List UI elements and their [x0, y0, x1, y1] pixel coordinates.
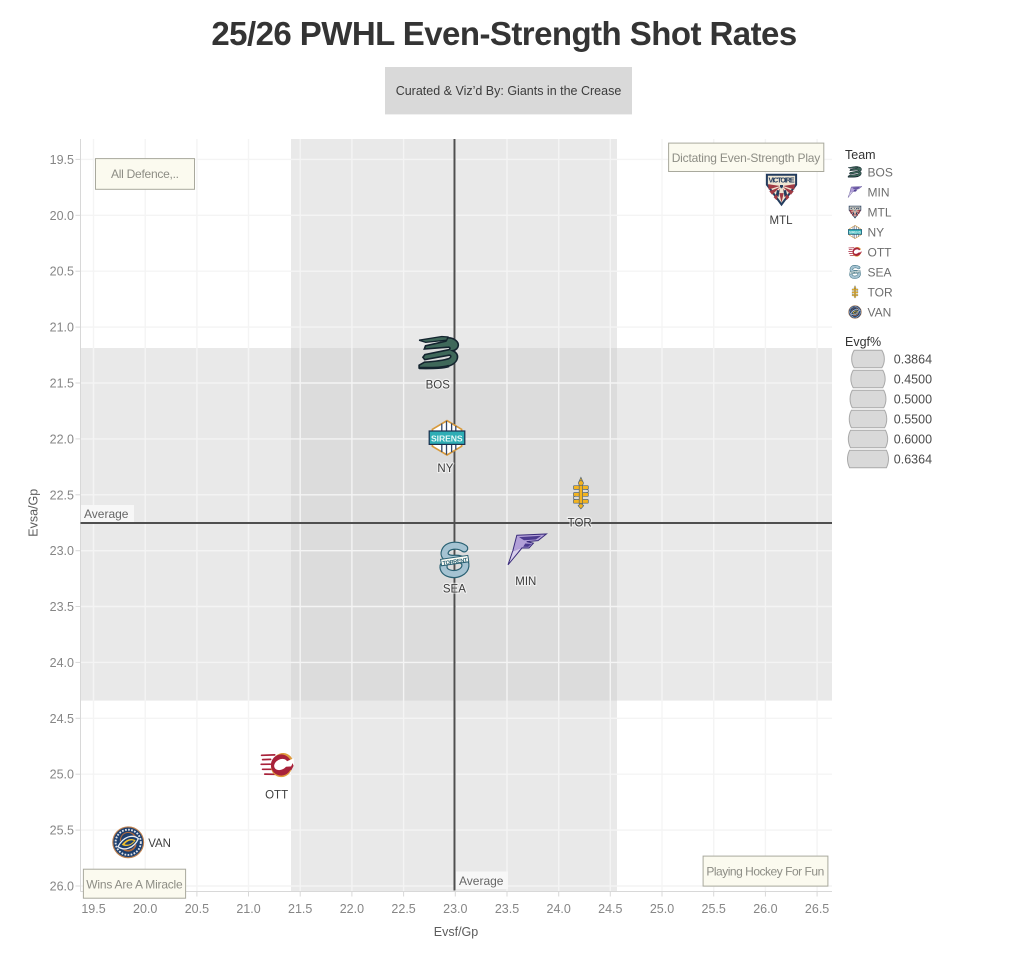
- svg-text:22.0: 22.0: [340, 902, 364, 916]
- svg-text:OTT: OTT: [868, 246, 893, 260]
- svg-text:21.5: 21.5: [288, 902, 312, 916]
- svg-text:Evsf/Gp: Evsf/Gp: [434, 925, 479, 939]
- svg-text:25.0: 25.0: [650, 902, 674, 916]
- svg-text:20.5: 20.5: [50, 265, 74, 279]
- svg-text:BOS: BOS: [426, 380, 451, 392]
- svg-text:21.0: 21.0: [236, 902, 260, 916]
- svg-text:Evgf%: Evgf%: [845, 335, 881, 349]
- svg-text:25.5: 25.5: [50, 824, 74, 838]
- svg-text:Average: Average: [459, 874, 504, 888]
- svg-text:22.5: 22.5: [50, 488, 74, 502]
- svg-text:MIN: MIN: [515, 576, 536, 588]
- svg-text:24.0: 24.0: [547, 902, 571, 916]
- svg-text:21.0: 21.0: [50, 321, 74, 335]
- svg-text:Evsa/Gp: Evsa/Gp: [27, 489, 41, 537]
- svg-text:All Defence,..: All Defence,..: [111, 167, 179, 181]
- svg-text:Dictating Even-Strength Play: Dictating Even-Strength Play: [672, 151, 821, 165]
- svg-text:25.5: 25.5: [702, 902, 726, 916]
- svg-text:Average: Average: [84, 507, 129, 521]
- svg-text:SEA: SEA: [443, 584, 466, 596]
- svg-text:24.5: 24.5: [50, 712, 74, 726]
- svg-text:OTT: OTT: [265, 790, 288, 802]
- svg-text:21.5: 21.5: [50, 377, 74, 391]
- svg-text:20.0: 20.0: [50, 209, 74, 223]
- svg-text:19.5: 19.5: [81, 902, 105, 916]
- svg-text:NY: NY: [868, 226, 885, 240]
- svg-text:25.0: 25.0: [50, 768, 74, 782]
- svg-text:0.5000: 0.5000: [894, 393, 932, 407]
- svg-text:0.3864: 0.3864: [894, 353, 932, 367]
- svg-text:NY: NY: [437, 463, 453, 475]
- svg-text:26.5: 26.5: [805, 902, 829, 916]
- svg-text:26.0: 26.0: [50, 880, 74, 894]
- svg-text:MTL: MTL: [770, 215, 794, 227]
- svg-text:26.0: 26.0: [753, 902, 777, 916]
- svg-text:TOR: TOR: [868, 286, 893, 300]
- svg-text:VAN: VAN: [868, 306, 892, 320]
- svg-text:24.5: 24.5: [598, 902, 622, 916]
- svg-text:24.0: 24.0: [50, 656, 74, 670]
- svg-text:TOR: TOR: [568, 518, 592, 530]
- svg-text:19.5: 19.5: [50, 153, 74, 167]
- svg-text:BOS: BOS: [868, 166, 893, 180]
- svg-text:0.6364: 0.6364: [894, 453, 932, 467]
- svg-text:23.5: 23.5: [495, 902, 519, 916]
- svg-text:23.0: 23.0: [443, 902, 467, 916]
- svg-text:MTL: MTL: [868, 206, 892, 220]
- svg-text:MIN: MIN: [868, 186, 890, 200]
- svg-text:Team: Team: [845, 148, 876, 162]
- svg-text:23.5: 23.5: [50, 600, 74, 614]
- svg-text:22.0: 22.0: [50, 432, 74, 446]
- svg-text:0.6000: 0.6000: [894, 433, 932, 447]
- svg-text:Playing Hockey For Fun: Playing Hockey For Fun: [706, 865, 824, 879]
- svg-text:25/26 PWHL Even-Strength Shot: 25/26 PWHL Even-Strength Shot Rates: [211, 15, 796, 52]
- svg-text:0.4500: 0.4500: [894, 373, 932, 387]
- svg-text:22.5: 22.5: [391, 902, 415, 916]
- svg-text:Curated & Viz’d By: Giants in: Curated & Viz’d By: Giants in the Crease: [396, 84, 622, 98]
- svg-text:0.5500: 0.5500: [894, 413, 932, 427]
- svg-text:SEA: SEA: [868, 266, 892, 280]
- svg-text:23.0: 23.0: [50, 544, 74, 558]
- svg-text:20.0: 20.0: [133, 902, 157, 916]
- svg-text:20.5: 20.5: [185, 902, 209, 916]
- svg-text:VAN: VAN: [148, 838, 171, 850]
- svg-text:Wins Are A Miracle: Wins Are A Miracle: [86, 878, 183, 892]
